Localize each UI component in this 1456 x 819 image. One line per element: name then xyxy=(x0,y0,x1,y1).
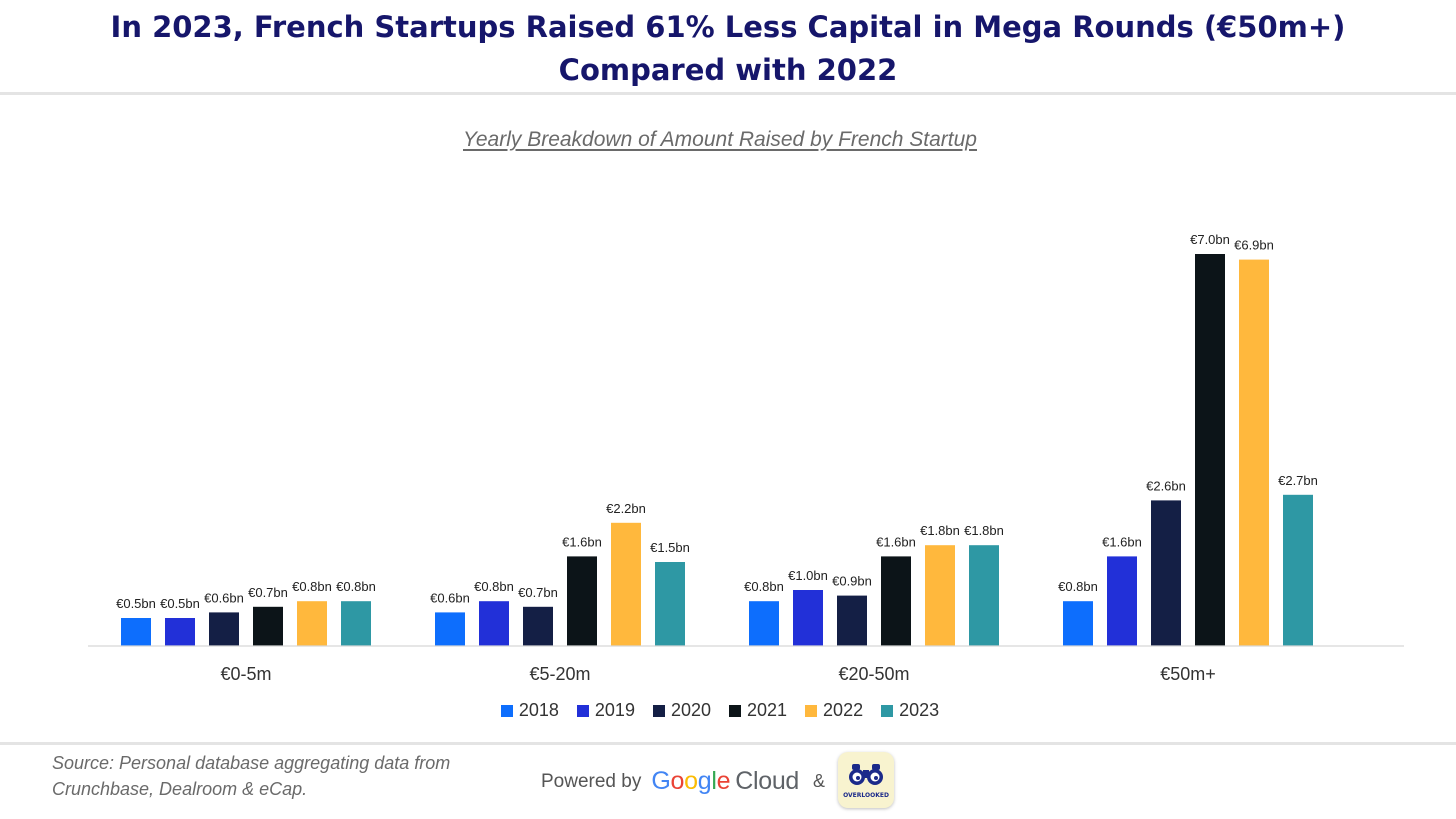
overlooked-logo: OVERLOOKED xyxy=(838,752,894,808)
legend-item-2021: 2021 xyxy=(729,700,787,721)
bar-2023-0 xyxy=(341,601,371,646)
data-label: €2.2bn xyxy=(606,501,646,516)
data-label: €0.8bn xyxy=(1058,579,1098,594)
legend-label: 2020 xyxy=(670,700,711,720)
powered-by: Powered by Google Cloud & xyxy=(541,767,825,796)
data-label: €2.7bn xyxy=(1278,473,1318,488)
bar-2019-3 xyxy=(1107,556,1137,646)
bar-2020-2 xyxy=(837,595,867,646)
chart-legend: 2018 2019 2020 2021 2022 2023 xyxy=(0,700,1440,721)
data-label: €0.5bn xyxy=(116,596,156,611)
data-label: €1.0bn xyxy=(788,568,828,583)
bar-2020-0 xyxy=(209,612,239,646)
bars-layer: €0.5bn €0.5bn €0.6bn €0.7bn €0.8bn €0.8bn €0.6… xyxy=(116,232,1318,646)
legend-label: 2023 xyxy=(899,700,940,720)
google-wordmark: Google xyxy=(651,767,730,795)
data-label: €0.8bn xyxy=(336,579,376,594)
data-label: €0.9bn xyxy=(832,574,872,589)
bar-2018-2 xyxy=(749,601,779,646)
data-label: €2.6bn xyxy=(1146,478,1186,493)
bar-2022-1 xyxy=(611,522,641,646)
data-label: €0.7bn xyxy=(248,585,288,600)
legend-item-2019: 2019 xyxy=(576,700,635,721)
data-label: €0.8bn xyxy=(474,579,514,594)
data-label: €1.8bn xyxy=(964,523,1004,538)
cloud-wordmark: Cloud xyxy=(735,767,800,795)
bar-2020-1 xyxy=(523,606,553,646)
bar-2023-2 xyxy=(969,545,999,646)
google-letter: o xyxy=(670,767,685,795)
bar-2021-0 xyxy=(253,606,283,646)
legend-swatch xyxy=(652,704,665,717)
bar-2022-3 xyxy=(1239,259,1269,646)
google-letter: o xyxy=(684,767,698,795)
legend-label: 2018 xyxy=(518,700,559,720)
data-label: €1.6bn xyxy=(1102,534,1142,549)
legend-swatch xyxy=(805,704,818,717)
chart-title: In 2023, French Startups Raised 61% Less… xyxy=(110,10,1346,87)
legend-item-2022: 2022 xyxy=(805,700,863,721)
header-divider xyxy=(0,92,1456,95)
footer-divider xyxy=(0,742,1456,745)
legend-item-2023: 2023 xyxy=(881,700,939,721)
x-tick-labels: €0-5m €5-20m €20-50m €50m+ xyxy=(220,664,1215,684)
svg-text:OVERLOOKED: OVERLOOKED xyxy=(843,792,889,799)
google-letter: G xyxy=(651,767,671,795)
bar-2023-1 xyxy=(655,562,685,646)
data-label: €0.7bn xyxy=(518,585,558,600)
x-tick-label: €50m+ xyxy=(1160,664,1216,684)
data-label: €1.6bn xyxy=(876,534,916,549)
x-tick-label: €0-5m xyxy=(220,664,271,684)
data-label: €7.0bn xyxy=(1190,232,1230,247)
google-letter: g xyxy=(697,767,712,795)
bar-2022-2 xyxy=(925,545,955,646)
bar-2021-1 xyxy=(567,556,597,646)
legend-label: 2021 xyxy=(747,700,788,720)
legend-swatch xyxy=(729,704,741,717)
legend-item-2018: 2018 xyxy=(500,700,559,721)
google-letter: e xyxy=(716,767,731,795)
legend-label: 2022 xyxy=(823,700,864,720)
data-label: €0.6bn xyxy=(204,590,244,605)
bar-2019-0 xyxy=(165,618,195,646)
chart-subtitle: Yearly Breakdown of Amount Raised by Fre… xyxy=(463,128,977,151)
legend-item-2020: 2020 xyxy=(652,700,711,721)
bar-2021-3 xyxy=(1195,254,1225,646)
data-label: €1.8bn xyxy=(920,523,960,538)
google-letter: l xyxy=(711,767,717,795)
data-label: €0.6bn xyxy=(430,590,470,605)
source-note: Source: Personal database aggregating da… xyxy=(52,753,451,799)
bar-2018-0 xyxy=(121,618,151,646)
bar-2019-2 xyxy=(793,590,823,646)
bar-2022-0 xyxy=(297,601,327,646)
powered-by-label: Powered by xyxy=(541,770,642,792)
data-label: €6.9bn xyxy=(1234,238,1274,253)
bar-2019-1 xyxy=(479,601,509,646)
bar-2023-3 xyxy=(1283,494,1313,646)
bar-2018-1 xyxy=(435,612,465,646)
ampersand: & xyxy=(813,771,826,791)
google-cloud-logo: Google Cloud xyxy=(651,767,799,796)
data-label: €0.5bn xyxy=(160,596,200,611)
legend-swatch xyxy=(881,704,894,717)
bar-2018-3 xyxy=(1063,601,1093,646)
binoculars-icon: OVERLOOKED xyxy=(843,764,889,799)
legend-swatch xyxy=(500,704,513,717)
legend-label: 2019 xyxy=(594,700,635,720)
data-label: €1.6bn xyxy=(562,534,602,549)
bar-2021-2 xyxy=(881,556,911,646)
data-label: €0.8bn xyxy=(292,579,332,594)
bar-2020-3 xyxy=(1151,500,1181,646)
legend-swatch xyxy=(576,704,589,717)
data-label: €0.8bn xyxy=(744,579,784,594)
x-tick-label: €5-20m xyxy=(529,664,590,684)
data-label: €1.5bn xyxy=(650,540,690,555)
x-tick-label: €20-50m xyxy=(838,664,909,684)
